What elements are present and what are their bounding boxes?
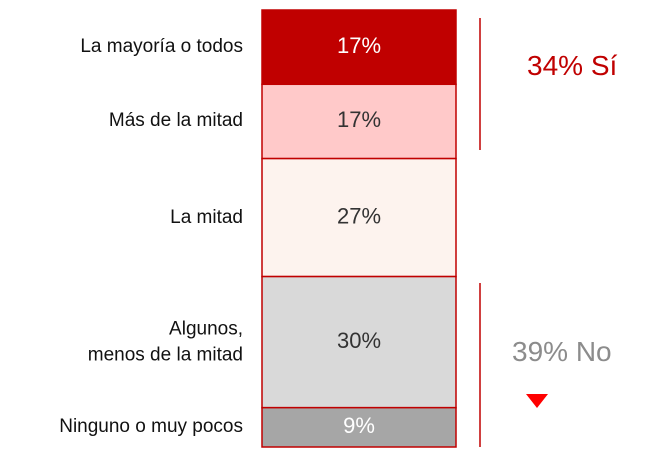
value-label: 17% (337, 33, 381, 58)
annotation-yes: 34% Sí (527, 50, 618, 81)
segment (261, 406, 457, 448)
down-arrow (526, 394, 548, 408)
category-label: La mayoría o todos (80, 36, 243, 58)
category-label: La mitad (170, 206, 243, 228)
value-label: 9% (343, 413, 375, 438)
category-label: Ninguno o muy pocos (59, 416, 243, 438)
category-label: Más de la mitad (108, 110, 243, 132)
segment (261, 275, 457, 409)
value-label: 27% (337, 203, 381, 228)
value-label: 17% (337, 107, 381, 132)
value-label: 30% (337, 328, 381, 353)
segment (261, 83, 457, 160)
category-label: Algunos, menos de la mitad (87, 318, 243, 366)
annotation-no: 39% No (512, 336, 612, 367)
segment (261, 9, 457, 86)
